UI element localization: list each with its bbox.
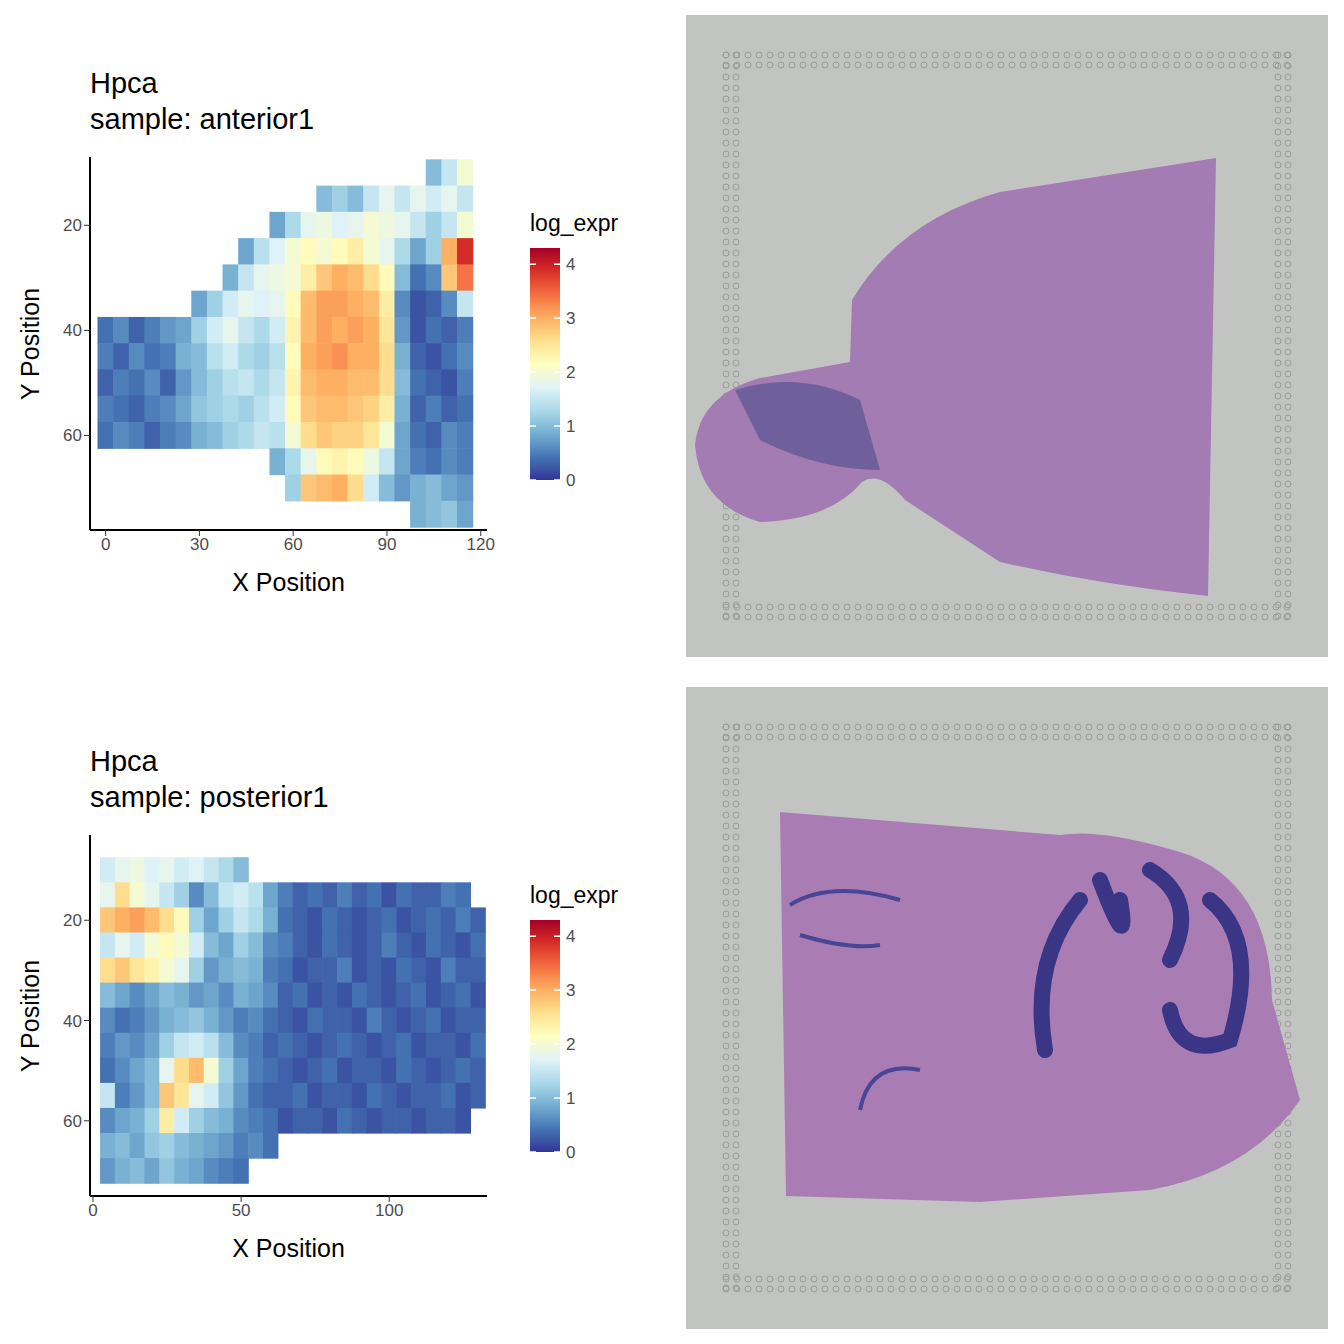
html-text:Hpca: Hpca xyxy=(90,67,158,99)
svg-text:0: 0 xyxy=(566,471,575,490)
svg-text:1: 1 xyxy=(566,417,575,436)
html-text:sample: posterior1: sample: posterior1 xyxy=(90,781,329,813)
svg-text:0: 0 xyxy=(566,1143,575,1162)
svg-text:120: 120 xyxy=(467,535,495,554)
html-text:Y Position: Y Position xyxy=(16,959,44,1072)
svg-text:4: 4 xyxy=(566,927,575,946)
svg-text:40: 40 xyxy=(63,321,82,340)
html-text:X Position: X Position xyxy=(232,568,345,596)
svg-text:100: 100 xyxy=(375,1201,403,1220)
svg-text:2: 2 xyxy=(566,1035,575,1054)
svg-text:90: 90 xyxy=(378,535,397,554)
html-text:log_expr: log_expr xyxy=(530,210,619,236)
html-text:Hpca: Hpca xyxy=(90,745,158,777)
svg-text:20: 20 xyxy=(63,911,82,930)
svg-text:3: 3 xyxy=(566,309,575,328)
html-text:sample: anterior1: sample: anterior1 xyxy=(90,103,315,135)
svg-text:60: 60 xyxy=(284,535,303,554)
html-text:log_expr: log_expr xyxy=(530,882,619,908)
svg-text:20: 20 xyxy=(63,216,82,235)
svg-text:3: 3 xyxy=(566,981,575,1000)
svg-text:0: 0 xyxy=(101,535,110,554)
svg-text:4: 4 xyxy=(566,255,575,274)
svg-text:40: 40 xyxy=(63,1012,82,1031)
svg-text:50: 50 xyxy=(232,1201,251,1220)
svg-text:30: 30 xyxy=(190,535,209,554)
svg-text:1: 1 xyxy=(566,1089,575,1108)
html-text:Y Position: Y Position xyxy=(16,287,44,400)
svg-text:0: 0 xyxy=(88,1201,97,1220)
svg-text:2: 2 xyxy=(566,363,575,382)
svg-text:60: 60 xyxy=(63,426,82,445)
svg-text:60: 60 xyxy=(63,1112,82,1131)
html-text:X Position: X Position xyxy=(232,1234,345,1262)
